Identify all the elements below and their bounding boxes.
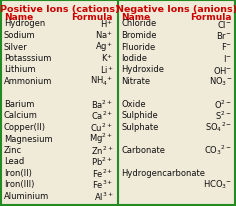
Text: Calcium: Calcium [4,111,38,120]
Text: Silver: Silver [4,42,28,51]
Text: Sodium: Sodium [4,31,36,40]
Text: O$^{2-}$: O$^{2-}$ [214,98,232,110]
Text: Iron(II): Iron(II) [4,168,32,177]
Text: Ca$^{2+}$: Ca$^{2+}$ [91,109,113,122]
Text: NH$_{4}$$^{+}$: NH$_{4}$$^{+}$ [90,75,113,88]
Text: NO$_{3}$$^{-}$: NO$_{3}$$^{-}$ [209,75,232,87]
Text: Formula: Formula [72,12,113,21]
Text: OH$^{-}$: OH$^{-}$ [213,64,232,75]
Text: Magnesium: Magnesium [4,134,53,143]
Text: Hydrogencarbonate: Hydrogencarbonate [121,168,205,177]
Text: Cu$^{2+}$: Cu$^{2+}$ [90,121,113,133]
Text: Negative Ions (anions): Negative Ions (anions) [116,5,236,13]
Text: CO$_{3}$$^{2-}$: CO$_{3}$$^{2-}$ [204,143,232,157]
Text: K$^{+}$: K$^{+}$ [101,52,113,64]
Text: Iodide: Iodide [121,54,147,63]
Text: Li$^{+}$: Li$^{+}$ [100,64,113,75]
Text: SO$_{4}$$^{2-}$: SO$_{4}$$^{2-}$ [205,120,232,134]
Text: Copper(II): Copper(II) [4,122,46,131]
Text: Hydroxide: Hydroxide [121,65,164,74]
Text: F$^{-}$: F$^{-}$ [221,41,232,52]
Text: Zn$^{2+}$: Zn$^{2+}$ [91,144,113,156]
Text: Al$^{3+}$: Al$^{3+}$ [94,189,113,202]
Text: S$^{2-}$: S$^{2-}$ [215,109,232,122]
Text: Lithium: Lithium [4,65,35,74]
Text: Aluminium: Aluminium [4,191,49,200]
Text: Positive Ions (cations): Positive Ions (cations) [0,5,120,13]
Text: Iron(III): Iron(III) [4,180,34,188]
Text: Ag$^{+}$: Ag$^{+}$ [95,40,113,54]
Text: Potasssium: Potasssium [4,54,51,63]
Text: Oxide: Oxide [121,99,146,109]
Text: Name: Name [4,12,33,21]
Text: Fe$^{3+}$: Fe$^{3+}$ [92,178,113,190]
Text: Carbonate: Carbonate [121,145,165,154]
Text: Sulphide: Sulphide [121,111,158,120]
Text: Mg$^{2+}$: Mg$^{2+}$ [89,131,113,145]
Text: Ammonium: Ammonium [4,77,52,85]
Text: Barium: Barium [4,99,34,109]
Text: Formula: Formula [190,12,232,21]
Text: Fluoride: Fluoride [121,42,155,51]
Text: Sulphate: Sulphate [121,122,158,131]
Text: Nitrate: Nitrate [121,77,150,85]
Text: Hydrogen: Hydrogen [4,19,45,28]
Text: Lead: Lead [4,157,24,166]
Text: Na$^{+}$: Na$^{+}$ [95,29,113,41]
Text: H$^{+}$: H$^{+}$ [100,18,113,30]
Text: Br$^{-}$: Br$^{-}$ [216,30,232,41]
Text: Bromide: Bromide [121,31,156,40]
Text: Cl$^{-}$: Cl$^{-}$ [217,18,232,29]
Text: Name: Name [121,12,150,21]
Text: I$^{-}$: I$^{-}$ [223,53,232,64]
Text: Fe$^{2+}$: Fe$^{2+}$ [92,166,113,179]
Text: HCO$_{3}$$^{-}$: HCO$_{3}$$^{-}$ [203,178,232,190]
Text: Zinc: Zinc [4,145,22,154]
Text: Chloride: Chloride [121,19,156,28]
Text: Pb$^{2+}$: Pb$^{2+}$ [91,155,113,167]
Text: Ba$^{2+}$: Ba$^{2+}$ [91,98,113,110]
